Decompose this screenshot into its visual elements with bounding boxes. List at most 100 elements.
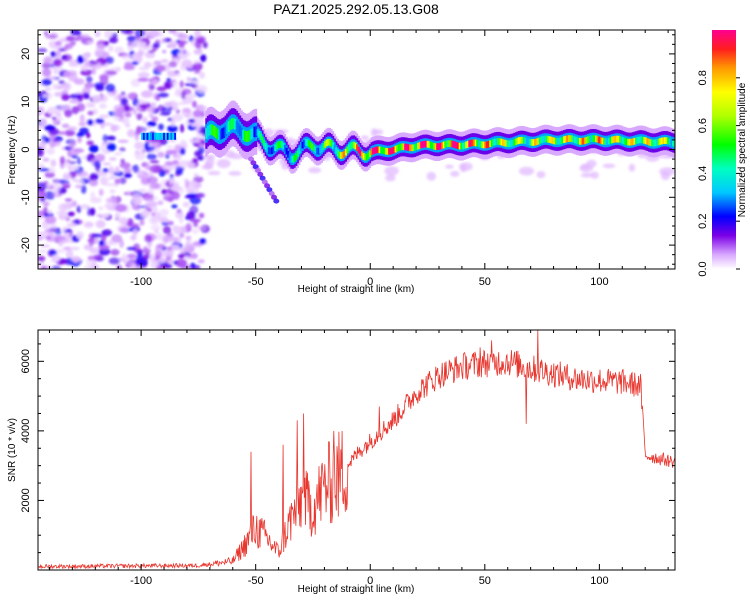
noise-blob bbox=[194, 30, 201, 38]
noise-blob bbox=[197, 259, 205, 264]
noise-blob bbox=[44, 190, 56, 200]
track-cell bbox=[384, 147, 388, 155]
track-cell bbox=[611, 136, 614, 144]
track-cell bbox=[579, 138, 582, 145]
track-cell bbox=[471, 139, 474, 147]
noise-blob bbox=[161, 188, 167, 195]
noise-blob bbox=[134, 141, 145, 150]
track-cell bbox=[291, 155, 295, 163]
track-cell bbox=[556, 138, 559, 145]
noise-blob bbox=[120, 158, 125, 164]
track-cell bbox=[418, 142, 421, 149]
noise-blob bbox=[138, 188, 147, 193]
track-cell bbox=[253, 126, 256, 138]
noise-blob bbox=[50, 141, 57, 148]
track-cell bbox=[500, 138, 503, 146]
noise-blob bbox=[89, 174, 95, 181]
noise-blob bbox=[66, 159, 71, 164]
halo-blob bbox=[308, 167, 322, 174]
noise-blob bbox=[95, 220, 106, 229]
noise-blob bbox=[156, 243, 166, 249]
noise-blob bbox=[193, 70, 201, 74]
noise-blob bbox=[166, 145, 174, 149]
track-cell bbox=[240, 127, 243, 139]
track-cell bbox=[311, 143, 314, 151]
track-cell bbox=[401, 143, 404, 151]
track-cell bbox=[442, 141, 445, 149]
snr-xlabel: Height of straight line (km) bbox=[298, 584, 415, 595]
halo-blob bbox=[602, 163, 616, 169]
track-cell bbox=[529, 138, 532, 146]
snr-plot-area bbox=[38, 330, 675, 570]
noise-blob bbox=[87, 119, 94, 126]
track-cell bbox=[636, 136, 639, 144]
noise-blob bbox=[130, 78, 141, 88]
noise-blob bbox=[192, 158, 198, 164]
track-cell bbox=[450, 140, 453, 148]
noise-blob bbox=[119, 227, 129, 233]
noise-blob bbox=[202, 41, 208, 49]
halo-blob bbox=[590, 171, 599, 179]
track-cell bbox=[444, 141, 447, 148]
noise-blob bbox=[40, 197, 46, 202]
noise-blob bbox=[157, 200, 164, 206]
noise-blob bbox=[108, 257, 121, 265]
x-tick-label: 0 bbox=[367, 276, 373, 288]
early-burst-cell bbox=[148, 132, 151, 140]
noise-blob bbox=[95, 85, 105, 92]
noise-blob bbox=[126, 247, 137, 251]
early-burst-cell bbox=[166, 132, 169, 140]
noise-blob bbox=[168, 42, 175, 48]
noise-blob bbox=[87, 207, 92, 217]
noise-blob bbox=[86, 140, 94, 146]
track-cell bbox=[275, 142, 278, 150]
track-cell bbox=[429, 141, 432, 149]
noise-blob bbox=[156, 86, 167, 92]
track-cell bbox=[606, 138, 609, 145]
track-cell bbox=[234, 118, 237, 130]
noise-blob bbox=[166, 79, 176, 83]
track-cell bbox=[245, 131, 248, 142]
track-cell bbox=[301, 141, 304, 149]
noise-blob bbox=[60, 104, 72, 110]
track-cell bbox=[572, 136, 575, 143]
track-cell bbox=[426, 140, 429, 148]
noise-blob bbox=[63, 45, 68, 52]
noise-blob bbox=[113, 96, 120, 101]
noise-blob bbox=[45, 34, 56, 39]
noise-blob bbox=[74, 219, 80, 225]
colorbar-tick-label: 0.8 bbox=[697, 70, 709, 85]
track-cell bbox=[330, 140, 333, 147]
noise-blob bbox=[39, 141, 47, 149]
track-cell bbox=[477, 140, 481, 148]
noise-blob bbox=[180, 91, 186, 100]
noise-blob bbox=[169, 178, 174, 185]
halo-blob bbox=[385, 174, 396, 182]
track-cell bbox=[574, 136, 577, 144]
noise-blob bbox=[71, 106, 80, 115]
noise-blob bbox=[94, 49, 104, 58]
noise-blob bbox=[190, 180, 198, 188]
noise-blob bbox=[104, 202, 112, 209]
noise-blob bbox=[127, 253, 137, 259]
noise-blob bbox=[150, 225, 162, 231]
noise-blob bbox=[184, 195, 194, 199]
track-cell bbox=[439, 142, 442, 150]
track-cell bbox=[484, 141, 487, 149]
noise-blob bbox=[155, 65, 166, 72]
track-cell bbox=[577, 137, 580, 145]
noise-blob bbox=[194, 192, 206, 199]
noise-blob bbox=[158, 123, 164, 131]
noise-blob bbox=[107, 242, 118, 246]
noise-blob bbox=[93, 160, 101, 168]
noise-blob bbox=[151, 142, 159, 148]
noise-blob bbox=[165, 149, 178, 155]
noise-blob bbox=[69, 246, 81, 251]
y-tick-label: -20 bbox=[20, 237, 32, 253]
noise-blob bbox=[137, 171, 143, 176]
early-burst-cell bbox=[144, 132, 147, 140]
noise-blob bbox=[55, 117, 64, 121]
track-cell bbox=[261, 136, 264, 144]
noise-blob bbox=[96, 213, 103, 218]
track-cell bbox=[455, 142, 458, 149]
